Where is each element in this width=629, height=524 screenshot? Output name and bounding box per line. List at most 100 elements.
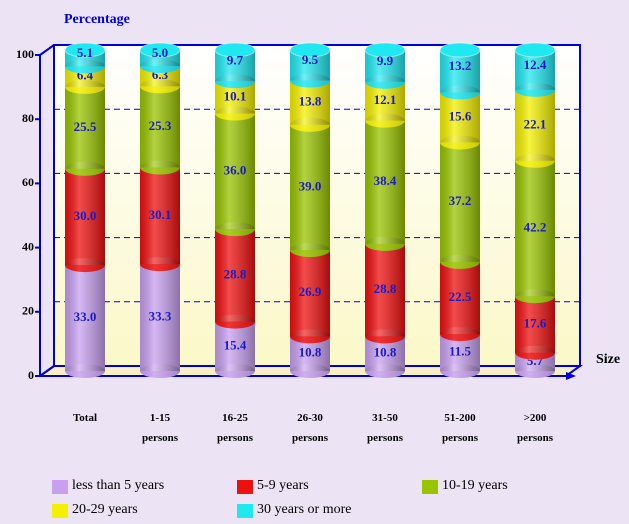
bar-segment (365, 336, 405, 378)
segment-part (215, 106, 255, 121)
legend-label: 30 years or more (257, 502, 352, 517)
segment-part (289, 42, 331, 58)
value-label: 9.9 (377, 53, 394, 68)
x-axis-label: Size (596, 352, 620, 367)
segment-part (515, 82, 555, 97)
segment-part (364, 42, 406, 58)
value-label: 5.1 (77, 45, 93, 60)
bar-segment (515, 296, 555, 360)
segment-part (214, 42, 256, 58)
value-label: 38.4 (374, 173, 397, 188)
legend-label: 10-19 years (442, 478, 508, 493)
value-label: 33.3 (149, 309, 172, 324)
segment-part (290, 364, 330, 378)
segment-part (290, 124, 330, 250)
x-tick-label: 16-25 persons (216, 412, 254, 444)
value-label: 10.8 (299, 345, 322, 360)
segment-part (215, 321, 255, 371)
segment-part (215, 113, 255, 230)
bar-segment (440, 92, 480, 150)
bar-segment (440, 142, 480, 269)
bar-segment (364, 42, 406, 89)
bar-segment (65, 86, 105, 176)
y-tick-label: 0 (28, 368, 34, 382)
segment-part (140, 167, 180, 265)
segment-part (140, 364, 180, 378)
value-label: 5.0 (152, 45, 168, 60)
value-label: 25.3 (149, 118, 172, 133)
y-tick-label: 40 (22, 239, 34, 253)
segment-part (215, 314, 255, 329)
segment-part (215, 74, 255, 89)
value-label: 39.0 (299, 178, 322, 193)
bar-segment (215, 229, 255, 329)
y-tick-label: 60 (22, 175, 34, 189)
value-label: 30.1 (149, 207, 172, 222)
value-label: 22.5 (449, 289, 472, 304)
segment-part (365, 243, 405, 337)
segment-part (515, 153, 555, 168)
segment-part (140, 257, 180, 272)
bar-segment (514, 42, 556, 97)
y-tick-label: 80 (22, 111, 34, 125)
bar-segment (515, 160, 555, 304)
segment-part (65, 59, 105, 74)
segment-part (515, 296, 555, 353)
segment-part (440, 254, 480, 269)
segment-part (64, 42, 106, 58)
segment-part (515, 160, 555, 297)
bar-segment (139, 42, 181, 74)
bar-segment (365, 120, 405, 251)
x-arrow (566, 372, 576, 380)
bar-segment (515, 89, 555, 168)
legend-swatch (52, 480, 68, 494)
value-label: 11.5 (449, 344, 472, 359)
segment-part (290, 117, 330, 132)
value-label: 42.2 (524, 219, 547, 234)
segment-part (440, 364, 480, 378)
segment-part (65, 86, 105, 169)
bar-segment (290, 80, 330, 132)
segment-part (139, 42, 181, 58)
value-label: 30.0 (74, 208, 97, 223)
segment-part (365, 113, 405, 128)
value-label: 37.2 (449, 193, 472, 208)
bar-segment (215, 113, 255, 237)
bar-segment (215, 321, 255, 378)
segment-part (65, 79, 105, 94)
segment-part (65, 168, 105, 266)
x-tick-label: Total (72, 412, 98, 424)
segment-part (515, 345, 555, 360)
segment-part (215, 222, 255, 237)
segment-part (290, 242, 330, 257)
bar-segment (439, 42, 481, 100)
segment-part (365, 329, 405, 344)
segment-part (440, 261, 480, 335)
segment-part (140, 59, 180, 74)
bar-segment (140, 86, 180, 175)
bar-segment (140, 264, 180, 378)
bar-segment (289, 42, 331, 88)
x-tick-label: 51-200 persons (441, 412, 479, 444)
value-label: 28.8 (374, 281, 397, 296)
x-tick-label: 31-50 persons (366, 412, 404, 444)
bar-segment (290, 124, 330, 257)
value-label: 22.1 (524, 116, 547, 131)
segment-part (65, 258, 105, 273)
x-tick-label: 26-30 persons (291, 412, 329, 444)
legend-swatch (52, 504, 68, 518)
bar-segment (65, 168, 105, 273)
y-tick-label: 20 (22, 304, 34, 318)
value-label: 10.8 (374, 345, 397, 360)
legend-swatch (422, 480, 438, 494)
value-label: 10.1 (224, 88, 247, 103)
value-label: 26.9 (299, 284, 322, 299)
segment-part (140, 160, 180, 175)
value-label: 15.4 (224, 337, 247, 352)
x-tick-label: >200 persons (516, 412, 554, 444)
value-label: 12.4 (524, 57, 547, 72)
segment-part (515, 289, 555, 304)
segment-part (440, 142, 480, 262)
axis-edge (39, 365, 55, 377)
axis-edge (39, 44, 55, 56)
